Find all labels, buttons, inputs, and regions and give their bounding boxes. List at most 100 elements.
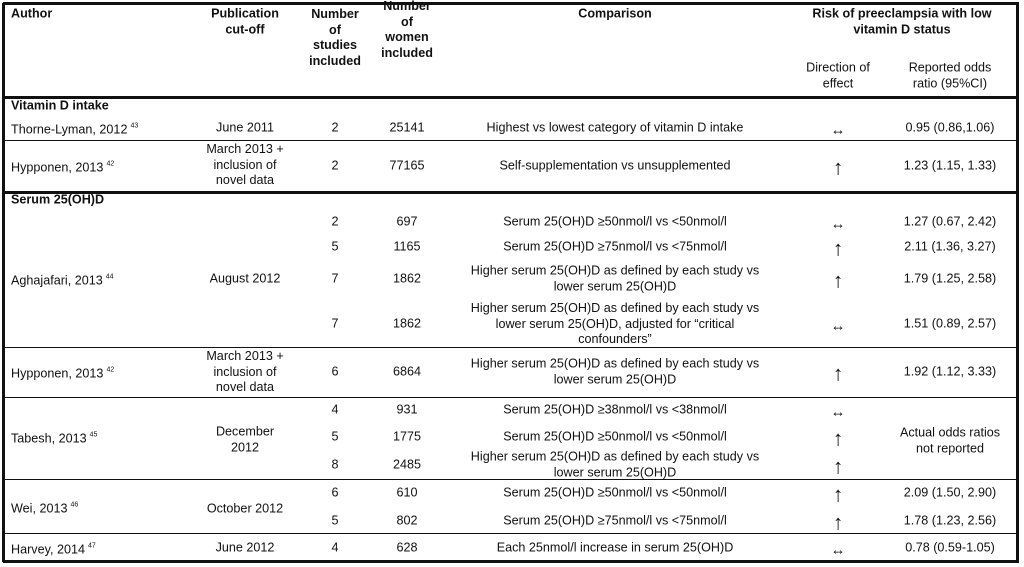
odds-ratio: 1.79 (1.25, 2.58) — [903, 271, 997, 286]
odds-ratio: 2.09 (1.50, 2.90) — [903, 485, 997, 500]
row-divider — [3, 479, 1019, 480]
number-of-women: 2485 — [392, 457, 422, 472]
number-of-studies: 5 — [331, 429, 339, 444]
arrow-left-right-icon: ↔ — [830, 215, 846, 233]
row-divider — [3, 191, 1019, 194]
header-number-of-women: Number of women included — [381, 0, 433, 60]
number-of-studies: 8 — [331, 457, 339, 472]
comparison: Serum 25(OH)D ≥50nmol/l vs <50nmol/l — [503, 429, 727, 444]
odds-ratio: 1.92 (1.12, 3.33) — [903, 364, 997, 379]
reference-number: 47 — [87, 542, 96, 550]
study-author: Tabesh, 2013 45 — [11, 427, 97, 447]
publication-cutoff: June 2011 — [216, 120, 274, 135]
comparison: Higher serum 25(OH)D as defined by each … — [470, 449, 760, 480]
number-of-women: 1862 — [392, 271, 422, 286]
row-divider — [3, 560, 1019, 563]
publication-cutoff: August 2012 — [209, 271, 281, 286]
study-author: Harvey, 2014 47 — [11, 538, 96, 558]
number-of-studies: 5 — [331, 513, 339, 528]
author-name: Hypponen, 2013 — [11, 160, 104, 175]
author-name: Aghajafari, 2013 — [11, 273, 103, 288]
author-name: Hypponen, 2013 — [11, 366, 104, 381]
number-of-studies: 2 — [331, 120, 339, 135]
row-divider — [3, 2, 1019, 5]
arrow-left-right-icon: ↔ — [830, 317, 846, 335]
number-of-studies: 7 — [331, 316, 339, 331]
reference-number: 43 — [130, 122, 139, 130]
number-of-women: 77165 — [389, 158, 425, 173]
arrow-up-icon: ↑ — [832, 455, 844, 479]
publication-cutoff: December 2012 — [215, 424, 275, 455]
arrow-up-icon: ↑ — [832, 269, 844, 293]
publication-cutoff: March 2013 + inclusion of novel data — [206, 141, 284, 187]
arrow-left-right-icon: ↔ — [830, 121, 846, 139]
row-divider — [3, 347, 1019, 348]
publication-cutoff: October 2012 — [206, 501, 284, 516]
header-author: Author — [11, 6, 53, 21]
number-of-women: 1165 — [393, 239, 421, 254]
arrow-left-right-icon: ↔ — [830, 541, 846, 559]
arrow-up-icon: ↑ — [832, 362, 844, 386]
author-name: Tabesh, 2013 — [11, 431, 87, 446]
arrow-up-icon: ↑ — [832, 156, 844, 180]
comparison: Serum 25(OH)D ≥50nmol/l vs <50nmol/l — [503, 485, 727, 500]
arrow-up-icon: ↑ — [832, 483, 844, 507]
header-odds-ratio: Reported odds ratio (95%CI) — [908, 60, 992, 91]
number-of-women: 6864 — [392, 364, 422, 379]
section-title: Serum 25(OH)D — [11, 192, 105, 207]
row-divider — [3, 96, 1019, 99]
comparison: Self-supplementation vs unsupplemented — [499, 158, 731, 173]
number-of-women: 931 — [396, 402, 418, 417]
number-of-women: 628 — [396, 540, 418, 555]
study-author: Hypponen, 2013 42 — [11, 156, 114, 176]
study-author: Aghajafari, 2013 44 — [11, 269, 114, 289]
arrow-up-icon: ↑ — [832, 511, 844, 535]
header-direction: Direction of effect — [806, 60, 870, 91]
arrow-up-icon: ↑ — [832, 427, 844, 451]
reference-number: 44 — [105, 273, 114, 281]
number-of-women: 610 — [396, 485, 418, 500]
author-name: Harvey, 2014 — [11, 542, 85, 557]
comparison: Higher serum 25(OH)D as defined by each … — [470, 356, 760, 387]
number-of-studies: 2 — [331, 158, 339, 173]
row-divider — [3, 397, 1019, 398]
odds-ratio: 0.78 (0.59-1.05) — [905, 540, 995, 555]
number-of-studies: 6 — [331, 364, 339, 379]
header-publication-cutoff: Publication cut-off — [211, 6, 279, 37]
comparison: Higher serum 25(OH)D as defined by each … — [470, 300, 760, 346]
header-comparison: Comparison — [578, 6, 652, 21]
comparison: Serum 25(OH)D ≥50nmol/l vs <50nmol/l — [503, 214, 727, 229]
reference-number: 46 — [70, 501, 79, 509]
odds-ratio: 1.78 (1.23, 2.56) — [903, 513, 997, 528]
study-author: Hypponen, 2013 42 — [11, 362, 114, 382]
reference-number: 45 — [89, 431, 98, 439]
odds-ratio: 1.51 (0.89, 2.57) — [903, 316, 997, 331]
number-of-women: 802 — [396, 513, 418, 528]
comparison: Highest vs lowest category of vitamin D … — [486, 120, 744, 135]
odds-ratio: 1.23 (1.15, 1.33) — [903, 158, 997, 173]
row-divider — [3, 533, 1019, 534]
publication-cutoff: March 2013 + inclusion of novel data — [206, 348, 284, 394]
odds-ratio-note: Actual odds ratios not reported — [899, 425, 1001, 456]
arrow-left-right-icon: ↔ — [830, 403, 846, 421]
author-name: Wei, 2013 — [11, 501, 68, 516]
row-divider — [3, 140, 1019, 141]
reference-number: 42 — [106, 366, 115, 374]
comparison: Higher serum 25(OH)D as defined by each … — [470, 263, 760, 294]
odds-ratio: 2.11 (1.36, 3.27) — [904, 239, 996, 254]
author-name: Thorne-Lyman, 2012 — [11, 122, 128, 137]
number-of-studies: 6 — [331, 485, 339, 500]
comparison: Each 25nmol/l increase in serum 25(OH)D — [496, 540, 734, 555]
section-title: Vitamin D intake — [11, 98, 109, 113]
table-border — [1016, 3, 1019, 562]
number-of-women: 1862 — [392, 316, 422, 331]
comparison: Serum 25(OH)D ≥75nmol/l vs <75nmol/l — [503, 239, 727, 254]
number-of-studies: 4 — [331, 402, 339, 417]
number-of-women: 1775 — [392, 429, 422, 444]
number-of-studies: 4 — [331, 540, 339, 555]
number-of-studies: 2 — [331, 214, 339, 229]
comparison: Serum 25(OH)D ≥38nmol/l vs <38nmol/l — [503, 402, 727, 417]
study-author: Wei, 2013 46 — [11, 497, 78, 517]
header-risk: Risk of preeclampsia with low vitamin D … — [812, 6, 992, 37]
odds-ratio: 0.95 (0.86,1.06) — [905, 120, 995, 135]
